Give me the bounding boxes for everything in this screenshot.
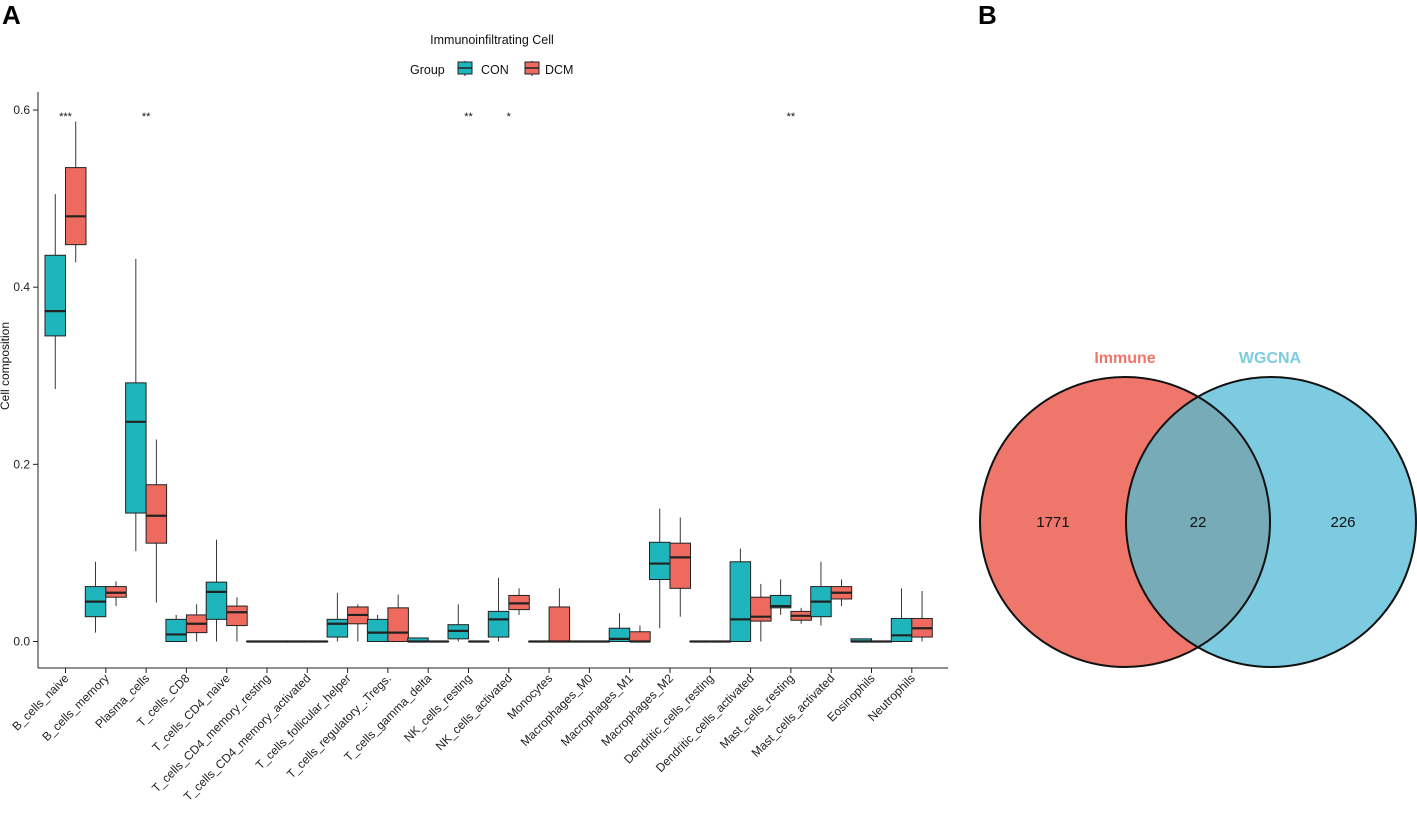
box-con-Eosinophils bbox=[850, 638, 872, 643]
box-dcm-Mast_cells_activated bbox=[830, 579, 853, 607]
legend: Group CON DCM bbox=[410, 61, 573, 77]
significance-label: ** bbox=[464, 111, 473, 123]
box-body bbox=[649, 541, 671, 580]
y-tick-label: 0.4 bbox=[13, 280, 30, 294]
box-body bbox=[125, 382, 147, 514]
box-con-NK_cells_resting bbox=[447, 604, 469, 642]
box-dcm-T_cells_CD8 bbox=[185, 604, 208, 642]
venn-diagram: Immune WGCNA 1771 22 226 bbox=[979, 350, 1417, 668]
box-body bbox=[387, 607, 409, 642]
box-con-Mast_cells_activated bbox=[810, 561, 832, 626]
significance-label: *** bbox=[59, 111, 73, 123]
significance-label: ** bbox=[142, 111, 151, 123]
venn-outline-wgcna bbox=[1125, 376, 1417, 668]
significance-label: * bbox=[507, 111, 512, 123]
x-tick-label: Macrophages_M0 bbox=[518, 671, 596, 749]
box-dcm-T_cells_regulatory_.Tregs. bbox=[387, 594, 409, 642]
box-dcm-Neutrophils bbox=[911, 591, 933, 642]
x-tick-label: Macrophages_M2 bbox=[598, 671, 676, 749]
box-body bbox=[145, 484, 168, 544]
box-body bbox=[729, 561, 752, 643]
y-tick-label: 0.2 bbox=[13, 457, 30, 471]
box-dcm-NK_cells_activated bbox=[508, 588, 530, 615]
box-con-Macrophages_M2 bbox=[649, 508, 671, 629]
legend-item-dcm: DCM bbox=[524, 61, 573, 77]
box-body bbox=[750, 596, 772, 622]
box-body bbox=[629, 631, 651, 643]
box-body bbox=[65, 167, 87, 246]
box-con-T_cells_CD4_naive bbox=[205, 539, 228, 642]
box-dcm-Macrophages_M2 bbox=[669, 517, 691, 617]
boxes bbox=[44, 121, 933, 673]
box-dcm-T_cells_CD4_naive bbox=[226, 597, 248, 642]
box-dcm-Macrophages_M1 bbox=[629, 625, 651, 643]
legend-label-dcm: DCM bbox=[545, 63, 573, 77]
venn-title-wgcna: WGCNA bbox=[1239, 350, 1302, 367]
box-body bbox=[669, 542, 691, 589]
box-dcm-B_cells_memory bbox=[105, 581, 127, 607]
box-con-T_cells_gamma_delta bbox=[407, 637, 429, 643]
box-body bbox=[226, 605, 248, 627]
box-dcm-Mast_cells_resting bbox=[790, 607, 812, 624]
box-con-Plasma_cells bbox=[125, 258, 147, 552]
box-body bbox=[769, 594, 792, 609]
box-con-Dendritic_cells_activated bbox=[729, 548, 752, 643]
box-dcm-Dendritic_cells_activated bbox=[750, 583, 772, 642]
box-body bbox=[487, 610, 510, 638]
box-con-Neutrophils bbox=[890, 588, 913, 642]
box-con-T_cells_CD8 bbox=[165, 614, 187, 642]
box-con-T_cells_regulatory_.Tregs. bbox=[366, 614, 389, 642]
venn-count-immune-only: 1771 bbox=[1036, 514, 1069, 531]
box-con-Mast_cells_resting bbox=[769, 579, 792, 615]
chart-title: Immunoinfiltrating Cell bbox=[430, 33, 554, 47]
y-tick-label: 0.0 bbox=[13, 635, 30, 649]
box-dcm-B_cells_naive bbox=[65, 121, 87, 263]
y-ticks: 0.0 0.2 0.4 0.6 bbox=[13, 103, 38, 649]
box-body bbox=[205, 581, 228, 620]
box-con-B_cells_naive bbox=[44, 194, 66, 390]
venn-outline-immune bbox=[979, 376, 1271, 668]
x-tick-label: NK_cells_activated bbox=[433, 671, 515, 753]
box-body bbox=[326, 618, 349, 638]
y-axis-title: Cell composition bbox=[0, 322, 12, 410]
significance-labels: *** ** ** * ** bbox=[59, 111, 796, 123]
box-body bbox=[165, 618, 187, 642]
box-body bbox=[44, 254, 66, 337]
box-dcm-T_cells_follicular_helper bbox=[347, 604, 369, 642]
y-tick-label: 0.6 bbox=[13, 103, 30, 117]
boxplot-chart: Immunoinfiltrating Cell Group CON DCM Ce… bbox=[0, 33, 948, 804]
venn-count-intersection: 22 bbox=[1190, 514, 1207, 531]
box-dcm-Monocytes bbox=[548, 588, 571, 643]
panel-label-a: A bbox=[2, 0, 21, 30]
box-dcm-Plasma_cells bbox=[145, 439, 168, 603]
venn-overlap bbox=[1126, 377, 1270, 667]
x-ticks: B_cells_naiveB_cells_memoryPlasma_cellsT… bbox=[9, 671, 918, 804]
legend-title: Group bbox=[410, 63, 445, 77]
box-body bbox=[890, 617, 913, 642]
panel-label-b: B bbox=[978, 0, 997, 30]
legend-item-con: CON bbox=[457, 61, 509, 77]
significance-label: ** bbox=[787, 111, 796, 123]
box-con-NK_cells_activated bbox=[487, 577, 510, 642]
legend-label-con: CON bbox=[481, 63, 509, 77]
x-tick-label: Macrophages_M1 bbox=[558, 671, 636, 749]
venn-title-immune: Immune bbox=[1094, 350, 1155, 367]
box-con-T_cells_follicular_helper bbox=[326, 592, 349, 642]
venn-count-wgcna-only: 226 bbox=[1330, 514, 1355, 531]
box-con-B_cells_memory bbox=[84, 561, 107, 633]
box-body bbox=[366, 618, 389, 642]
box-body bbox=[548, 606, 571, 642]
x-tick-label: Mast_cells_resting bbox=[717, 671, 797, 751]
box-con-Macrophages_M1 bbox=[608, 613, 631, 643]
